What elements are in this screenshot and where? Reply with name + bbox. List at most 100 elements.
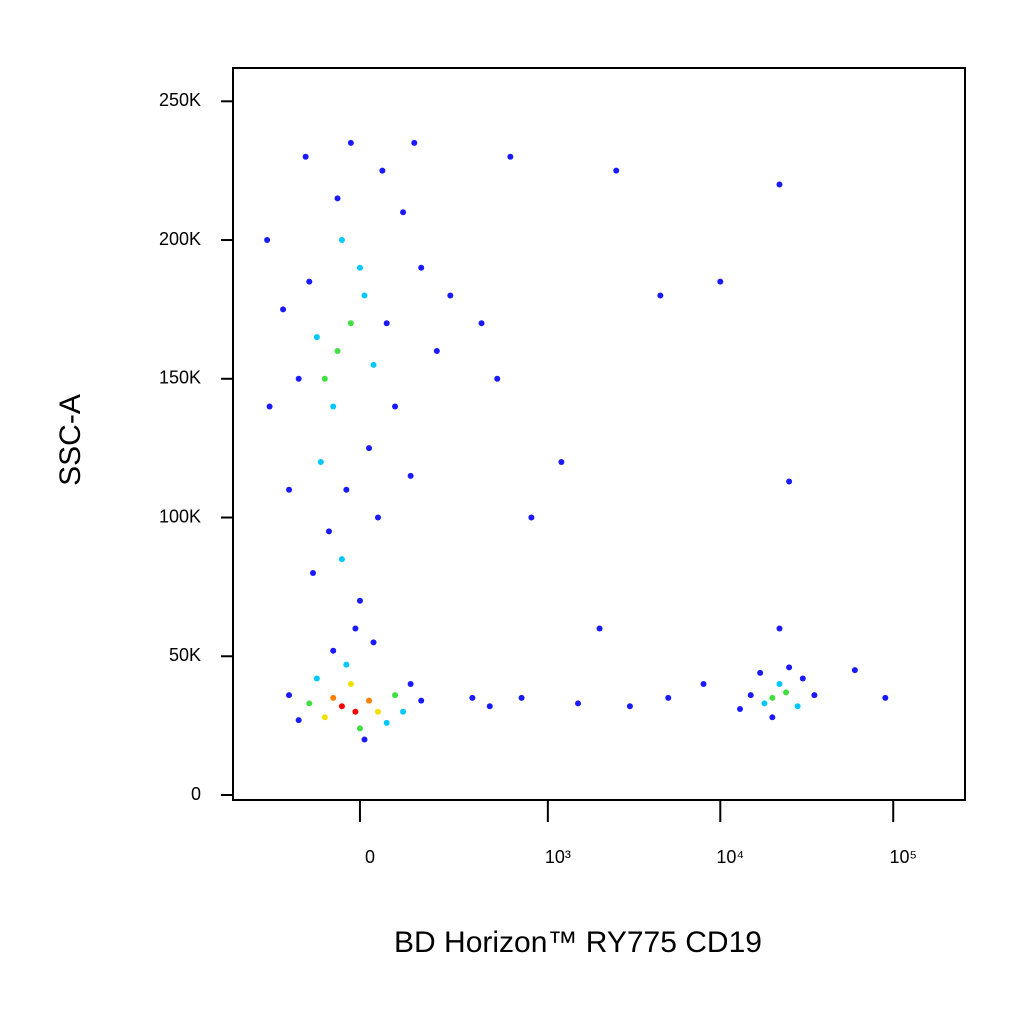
event-dot (761, 700, 768, 707)
event-dot (776, 181, 783, 188)
y-tick-label: 200K (159, 229, 201, 249)
y-tick-label: 150K (159, 368, 201, 388)
event-dot (352, 708, 359, 715)
event-dot (657, 292, 664, 299)
event-dot (286, 692, 293, 699)
event-dot (407, 472, 414, 479)
event-dot (338, 556, 345, 563)
event-dot (313, 334, 320, 341)
event-dot (343, 486, 350, 493)
event-dot (700, 681, 707, 688)
event-dot (338, 237, 345, 244)
event-dot (313, 675, 320, 682)
event-dot (596, 625, 603, 632)
y-axis-label: SSC-A (54, 394, 87, 486)
event-dot (343, 661, 350, 668)
event-dot (286, 486, 293, 493)
event-dot (786, 664, 793, 671)
event-dot (400, 708, 407, 715)
y-tick-label: 250K (159, 90, 201, 110)
event-dot (717, 278, 724, 285)
event-dot (626, 703, 633, 710)
event-dot (757, 669, 764, 676)
event-dot (518, 694, 525, 701)
event-dot (418, 264, 425, 271)
event-dot (321, 714, 328, 721)
event-dot (347, 139, 354, 146)
event-dot (811, 692, 818, 699)
y-tick-label: 100K (159, 506, 201, 526)
event-dot (374, 708, 381, 715)
event-dot (334, 195, 341, 202)
event-dot (264, 237, 271, 244)
event-dot (507, 153, 514, 160)
event-dot (325, 528, 332, 535)
event-dot (370, 361, 377, 368)
event-dot (370, 639, 377, 646)
event-dot (486, 703, 493, 710)
x-tick-label: 0 (365, 847, 375, 867)
event-dot (469, 694, 476, 701)
event-dot (347, 681, 354, 688)
event-dot (411, 139, 418, 146)
event-dot (851, 667, 858, 674)
event-dot (783, 689, 790, 696)
event-dot (433, 348, 440, 355)
event-dot (302, 153, 309, 160)
event-dot (338, 703, 345, 710)
plot-frame (232, 67, 966, 801)
event-dot (356, 597, 363, 604)
event-dot (613, 167, 620, 174)
event-dot (317, 459, 324, 466)
event-dot (392, 403, 399, 410)
event-dot (356, 725, 363, 732)
event-dot (361, 736, 368, 743)
event-dot (794, 703, 801, 710)
event-dot (347, 320, 354, 327)
event-dot (392, 692, 399, 699)
event-dot (383, 719, 390, 726)
event-dot (478, 320, 485, 327)
event-dot (280, 306, 287, 313)
x-axis-label: BD Horizon™ RY775 CD19 (394, 926, 762, 959)
event-dot (266, 403, 273, 410)
event-dot (366, 697, 373, 704)
y-tick-label: 0 (191, 784, 201, 804)
event-dot (736, 705, 743, 712)
x-tick-label: 10⁵ (889, 847, 916, 867)
event-dot (776, 625, 783, 632)
event-dot (769, 694, 776, 701)
event-dot (379, 167, 386, 174)
event-dot (361, 292, 368, 299)
event-dot (366, 445, 373, 452)
event-dot (356, 264, 363, 271)
event-dot (447, 292, 454, 299)
event-dot (665, 694, 672, 701)
event-dot (321, 375, 328, 382)
event-dot (306, 278, 313, 285)
y-tick-label: 50K (169, 645, 201, 665)
event-dot (799, 675, 806, 682)
x-tick-label: 10³ (545, 847, 571, 867)
event-dot (418, 697, 425, 704)
event-dot (769, 714, 776, 721)
event-dot (306, 700, 313, 707)
event-dot (330, 647, 337, 654)
event-dot (882, 694, 889, 701)
event-dot (776, 681, 783, 688)
event-dot (558, 459, 565, 466)
event-dot (786, 478, 793, 485)
event-dot (575, 700, 582, 707)
event-dot (334, 348, 341, 355)
event-dot (747, 692, 754, 699)
event-dot (528, 514, 535, 521)
event-dot (295, 717, 302, 724)
event-dot (352, 625, 359, 632)
event-dot (374, 514, 381, 521)
x-tick-label: 10⁴ (716, 847, 744, 867)
event-dot (400, 209, 407, 216)
event-dot (494, 375, 501, 382)
event-dot (407, 681, 414, 688)
event-dot (383, 320, 390, 327)
